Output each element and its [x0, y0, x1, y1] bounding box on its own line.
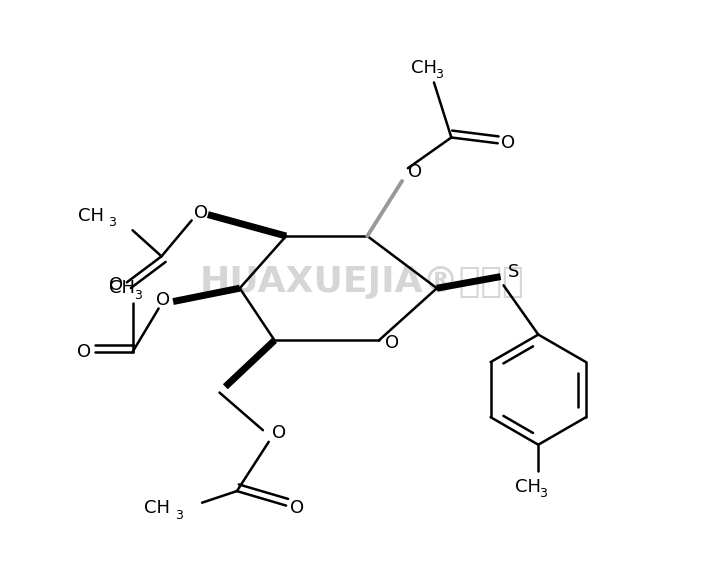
Text: 3: 3 — [175, 509, 183, 522]
Text: O: O — [289, 499, 304, 517]
Text: CH: CH — [411, 59, 437, 77]
Text: S: S — [508, 263, 519, 281]
Text: 3: 3 — [134, 289, 142, 302]
Text: CH: CH — [109, 279, 135, 297]
Text: O: O — [77, 343, 92, 361]
Text: O: O — [501, 134, 515, 152]
Text: CH: CH — [77, 207, 103, 225]
Text: O: O — [272, 424, 286, 442]
Text: 3: 3 — [435, 68, 443, 81]
Text: O: O — [194, 204, 208, 222]
Text: O: O — [109, 276, 124, 295]
Text: CH: CH — [515, 478, 541, 496]
Text: HUAXUEJIA®化学加: HUAXUEJIA®化学加 — [200, 265, 523, 299]
Text: O: O — [385, 334, 398, 352]
Text: 3: 3 — [108, 216, 116, 229]
Text: CH: CH — [144, 499, 170, 517]
Text: O: O — [408, 163, 422, 181]
Text: 3: 3 — [539, 487, 547, 500]
Text: O: O — [156, 291, 171, 309]
